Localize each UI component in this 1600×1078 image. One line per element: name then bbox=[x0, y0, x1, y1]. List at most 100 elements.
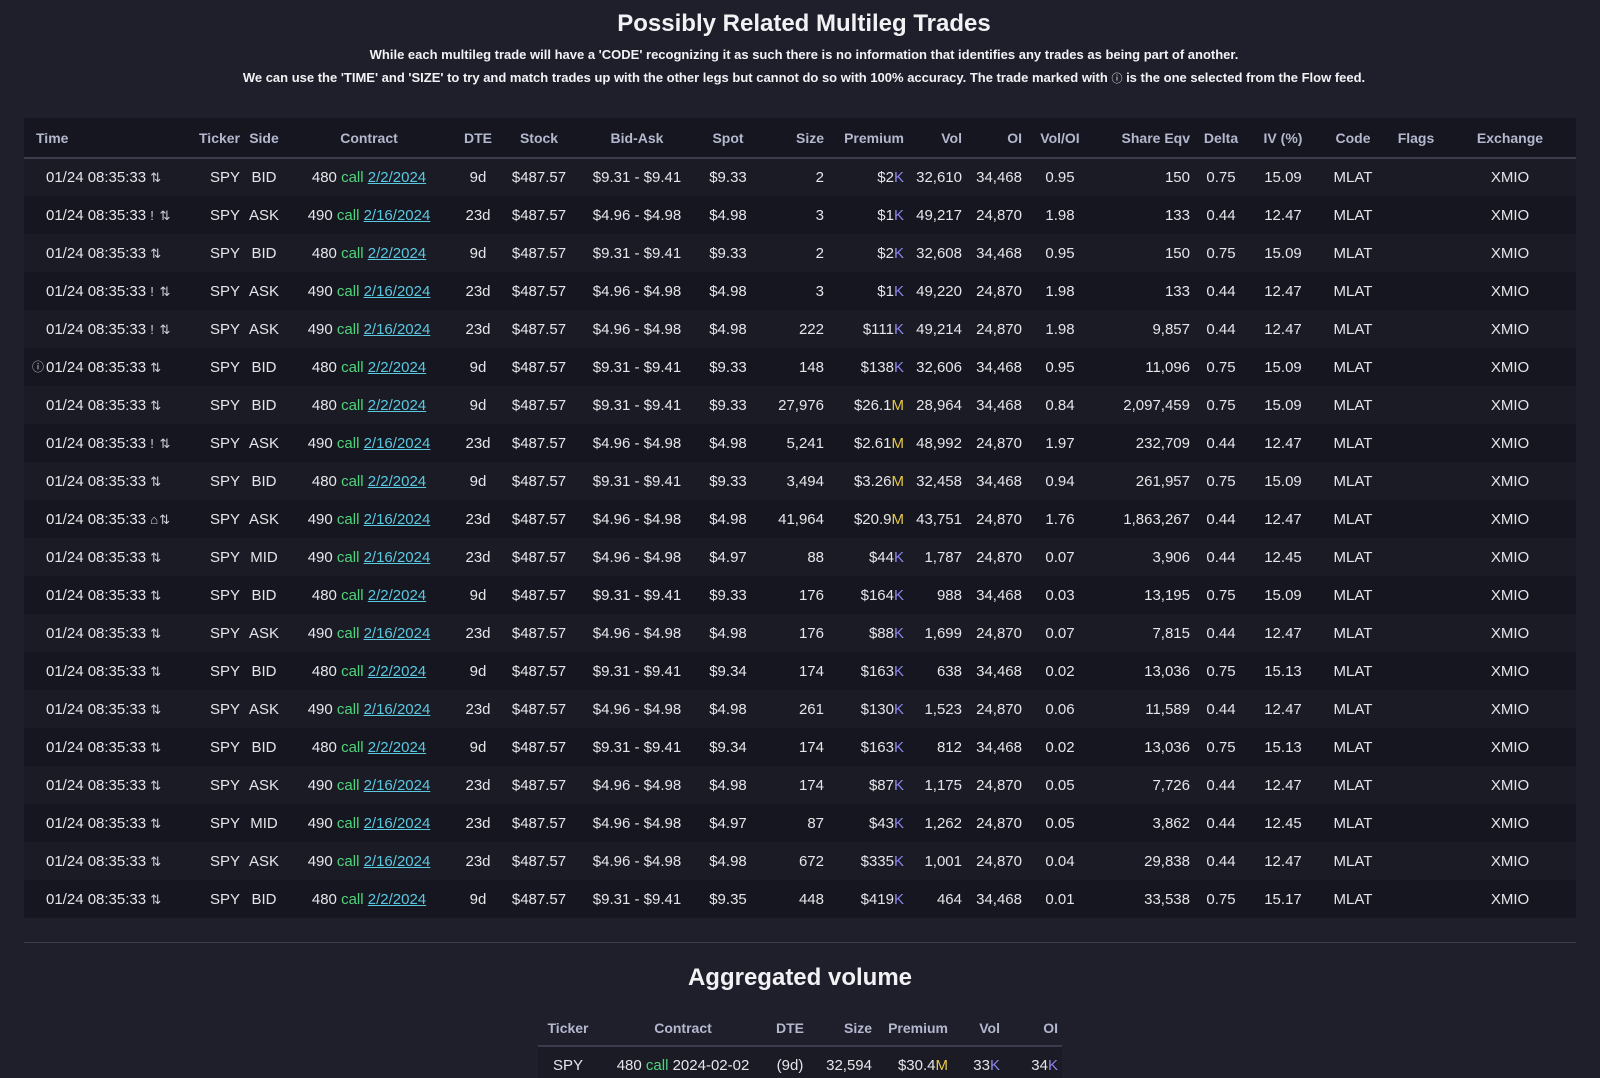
col-oi[interactable]: OI bbox=[966, 118, 1026, 159]
trade-exchange[interactable]: XMIO bbox=[1490, 320, 1530, 338]
col-side[interactable]: Side bbox=[244, 118, 284, 159]
trade-code[interactable]: MLAT bbox=[1333, 169, 1373, 186]
trade-row[interactable]: 01/24 08:35:33 ⇅ SPY BID 480 call 2/2/2024 9… bbox=[24, 158, 1576, 196]
trade-exchange[interactable]: XMIO bbox=[1490, 814, 1530, 832]
col-bidask[interactable]: Bid-Ask bbox=[576, 118, 698, 159]
trade-row[interactable]: 01/24 08:35:33 ! ⇅ SPY ASK 490 call 2/16/20… bbox=[24, 310, 1576, 348]
contract-expiry-link[interactable]: 2/16/2024 bbox=[363, 776, 431, 794]
agg-col-premium[interactable]: Premium bbox=[876, 1010, 952, 1047]
col-flags[interactable]: Flags bbox=[1388, 118, 1444, 159]
trade-row[interactable]: 01/24 08:35:33 ⇅ SPY ASK 490 call 2/16/2024… bbox=[24, 614, 1576, 652]
trade-exchange[interactable]: XMIO bbox=[1490, 510, 1530, 528]
contract-expiry-link[interactable]: 2/2/2024 bbox=[367, 890, 427, 908]
trade-code[interactable]: MLAT bbox=[1333, 510, 1373, 528]
trade-exchange[interactable]: XMIO bbox=[1490, 738, 1530, 756]
trade-code[interactable]: MLAT bbox=[1333, 244, 1373, 262]
contract-expiry-link[interactable]: 2/16/2024 bbox=[363, 814, 431, 832]
trade-exchange[interactable]: XMIO bbox=[1490, 586, 1530, 604]
trade-code[interactable]: MLAT bbox=[1333, 700, 1373, 718]
trade-row[interactable]: 01/24 08:35:33 ⇅ SPY BID 480 call 2/2/2024 9… bbox=[24, 462, 1576, 500]
trade-code[interactable]: MLAT bbox=[1333, 434, 1373, 452]
contract-expiry-link[interactable]: 2/16/2024 bbox=[363, 282, 431, 300]
contract-expiry-link[interactable]: 2/16/2024 bbox=[363, 206, 431, 224]
trade-exchange[interactable]: XMIO bbox=[1490, 890, 1530, 908]
col-iv[interactable]: IV (%) bbox=[1248, 118, 1318, 159]
trade-row[interactable]: ⓘ 01/24 08:35:33 ⇅ SPY BID 480 call 2/2/2024… bbox=[24, 348, 1576, 386]
trade-row[interactable]: 01/24 08:35:33 ⇅ SPY BID 480 call 2/2/2024 9… bbox=[24, 880, 1576, 918]
trade-row[interactable]: 01/24 08:35:33 ⇅ SPY ASK 490 call 2/16/2024… bbox=[24, 842, 1576, 880]
trade-code[interactable]: MLAT bbox=[1333, 358, 1373, 376]
col-time[interactable]: Time bbox=[24, 118, 190, 159]
contract-expiry-link[interactable]: 2/16/2024 bbox=[363, 548, 431, 566]
col-stock[interactable]: Stock bbox=[502, 118, 576, 159]
trade-row[interactable]: 01/24 08:35:33 ⇅ SPY BID 480 call 2/2/2024 9… bbox=[24, 728, 1576, 766]
col-size[interactable]: Size bbox=[758, 118, 828, 159]
trade-code[interactable]: MLAT bbox=[1333, 738, 1373, 756]
trade-code[interactable]: MLAT bbox=[1333, 396, 1373, 414]
trade-row[interactable]: 01/24 08:35:33 ! ⇅ SPY ASK 490 call 2/16/20… bbox=[24, 424, 1576, 462]
trade-row[interactable]: 01/24 08:35:33 ⇅ SPY BID 480 call 2/2/2024 9… bbox=[24, 234, 1576, 272]
agg-col-contract[interactable]: Contract bbox=[598, 1010, 768, 1047]
trade-exchange[interactable]: XMIO bbox=[1490, 282, 1530, 300]
trade-exchange[interactable]: XMIO bbox=[1490, 624, 1530, 642]
trade-exchange[interactable]: XMIO bbox=[1490, 434, 1530, 452]
trade-code[interactable]: MLAT bbox=[1333, 890, 1373, 908]
contract-expiry-link[interactable]: 2/2/2024 bbox=[367, 244, 427, 262]
contract-expiry-link[interactable]: 2/16/2024 bbox=[363, 624, 431, 642]
trade-code[interactable]: MLAT bbox=[1333, 624, 1373, 642]
trade-code[interactable]: MLAT bbox=[1333, 662, 1373, 680]
trade-code[interactable]: MLAT bbox=[1333, 814, 1373, 832]
trade-row[interactable]: 01/24 08:35:33 ⇅ SPY MID 490 call 2/16/2024… bbox=[24, 538, 1576, 576]
col-ticker[interactable]: Ticker bbox=[190, 118, 244, 159]
trade-row[interactable]: 01/24 08:35:33 ⇅ SPY BID 480 call 2/2/2024 9… bbox=[24, 576, 1576, 614]
trade-exchange[interactable]: XMIO bbox=[1490, 700, 1530, 718]
col-shareeqv[interactable]: Share Eqv bbox=[1094, 118, 1194, 159]
trade-code[interactable]: MLAT bbox=[1333, 472, 1373, 490]
trade-exchange[interactable]: XMIO bbox=[1490, 396, 1530, 414]
trade-exchange[interactable]: XMIO bbox=[1490, 472, 1530, 490]
agg-col-size[interactable]: Size bbox=[812, 1010, 876, 1047]
trade-exchange[interactable]: XMIO bbox=[1490, 244, 1530, 262]
trade-code[interactable]: MLAT bbox=[1333, 320, 1373, 338]
trade-row[interactable]: 01/24 08:35:33 ! ⇅ SPY ASK 490 call 2/16/20… bbox=[24, 196, 1576, 234]
trade-exchange[interactable]: XMIO bbox=[1490, 169, 1530, 186]
trade-row[interactable]: 01/24 08:35:33 ⇅ SPY BID 480 call 2/2/2024 9… bbox=[24, 652, 1576, 690]
col-dte[interactable]: DTE bbox=[454, 118, 502, 159]
contract-expiry-link[interactable]: 2/2/2024 bbox=[367, 358, 427, 376]
contract-expiry-link[interactable]: 2/2/2024 bbox=[367, 169, 427, 186]
contract-expiry-link[interactable]: 2/2/2024 bbox=[367, 472, 427, 490]
contract-expiry-link[interactable]: 2/16/2024 bbox=[363, 852, 431, 870]
col-premium[interactable]: Premium bbox=[828, 118, 908, 159]
contract-expiry-link[interactable]: 2/2/2024 bbox=[367, 662, 427, 680]
col-delta[interactable]: Delta bbox=[1194, 118, 1248, 159]
contract-expiry-link[interactable]: 2/2/2024 bbox=[367, 396, 427, 414]
agg-col-vol[interactable]: Vol bbox=[952, 1010, 1004, 1047]
trade-exchange[interactable]: XMIO bbox=[1490, 852, 1530, 870]
trade-code[interactable]: MLAT bbox=[1333, 282, 1373, 300]
trade-code[interactable]: MLAT bbox=[1333, 206, 1373, 224]
contract-expiry-link[interactable]: 2/2/2024 bbox=[367, 738, 427, 756]
agg-col-ticker[interactable]: Ticker bbox=[538, 1010, 598, 1047]
agg-col-dte[interactable]: DTE bbox=[768, 1010, 812, 1047]
trade-row[interactable]: 01/24 08:35:33 ⇅ SPY MID 490 call 2/16/2024… bbox=[24, 804, 1576, 842]
trade-code[interactable]: MLAT bbox=[1333, 852, 1373, 870]
col-voloi[interactable]: Vol/OI bbox=[1026, 118, 1094, 159]
trade-row[interactable]: 01/24 08:35:33 ! ⇅ SPY ASK 490 call 2/16/20… bbox=[24, 272, 1576, 310]
trade-exchange[interactable]: XMIO bbox=[1490, 206, 1530, 224]
trade-exchange[interactable]: XMIO bbox=[1490, 548, 1530, 566]
trade-code[interactable]: MLAT bbox=[1333, 586, 1373, 604]
trade-code[interactable]: MLAT bbox=[1333, 776, 1373, 794]
col-spot[interactable]: Spot bbox=[698, 118, 758, 159]
contract-expiry-link[interactable]: 2/16/2024 bbox=[363, 320, 431, 338]
trade-exchange[interactable]: XMIO bbox=[1490, 662, 1530, 680]
trade-row[interactable]: 01/24 08:35:33 ⇅ SPY ASK 490 call 2/16/2024… bbox=[24, 766, 1576, 804]
trade-code[interactable]: MLAT bbox=[1333, 548, 1373, 566]
trade-row[interactable]: 01/24 08:35:33 ⇅ SPY ASK 490 call 2/16/2024… bbox=[24, 690, 1576, 728]
trade-exchange[interactable]: XMIO bbox=[1490, 776, 1530, 794]
contract-expiry-link[interactable]: 2/16/2024 bbox=[363, 434, 431, 452]
col-code[interactable]: Code bbox=[1318, 118, 1388, 159]
col-exchange[interactable]: Exchange bbox=[1444, 118, 1576, 159]
agg-col-oi[interactable]: OI bbox=[1004, 1010, 1062, 1047]
col-vol[interactable]: Vol bbox=[908, 118, 966, 159]
trade-row[interactable]: 01/24 08:35:33 ⌂⇅ SPY ASK 490 call 2/16/202… bbox=[24, 500, 1576, 538]
